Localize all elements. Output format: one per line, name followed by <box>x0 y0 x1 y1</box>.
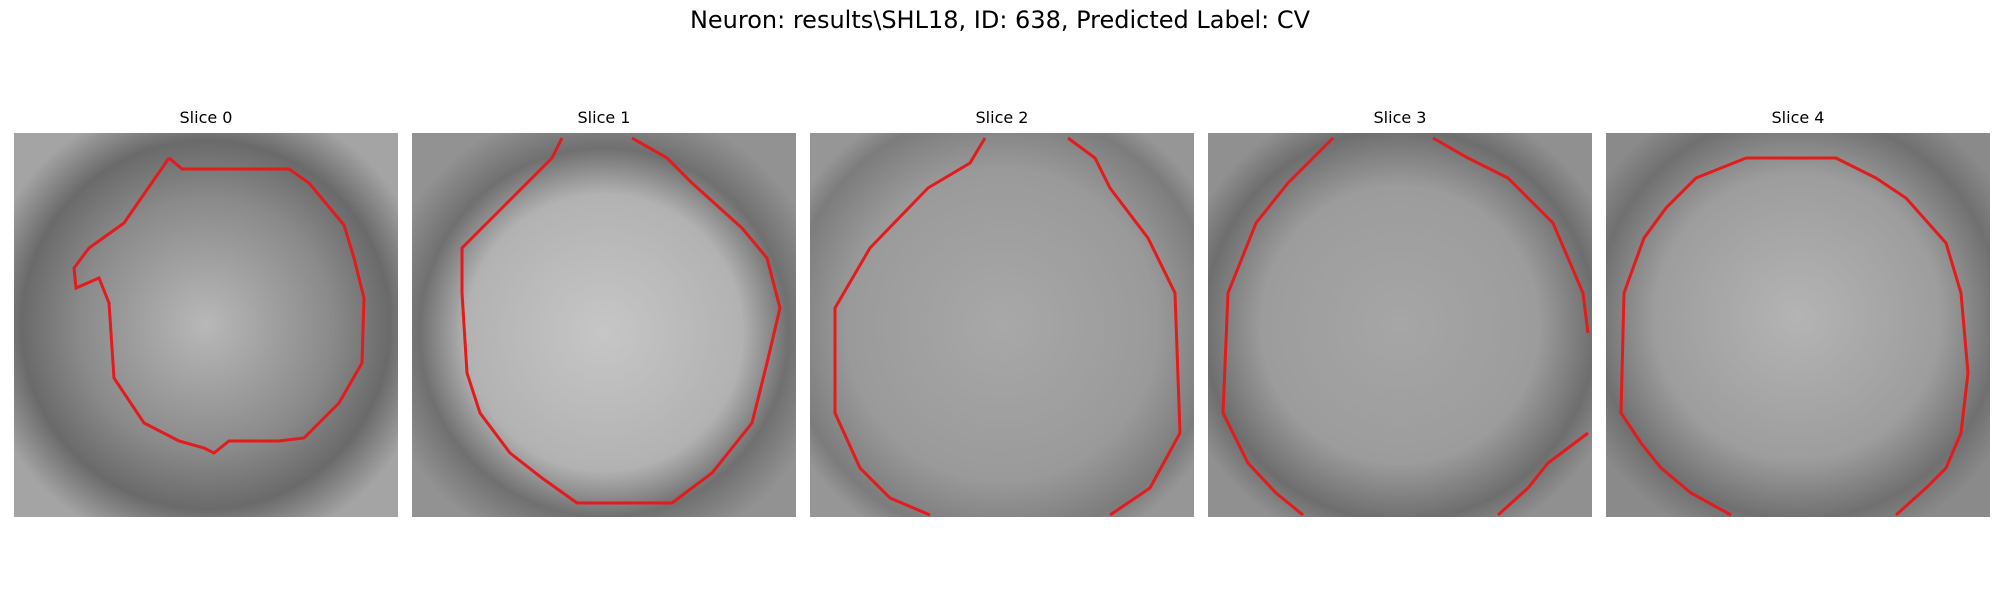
slice-image-4 <box>1606 133 1990 517</box>
figure-title: Neuron: results\SHL18, ID: 638, Predicte… <box>689 6 1311 34</box>
neuron-contour-right <box>1432 136 1590 334</box>
neuron-contour-right <box>1746 156 1970 517</box>
neuron-contour-left <box>1619 156 1747 517</box>
slice-title: Slice 2 <box>975 108 1029 127</box>
slice-image-2 <box>810 133 1194 517</box>
neuron-contour-bottom <box>1496 431 1589 517</box>
slice-panel-3: Slice 3 <box>1208 108 1592 518</box>
neuron-contour-left <box>833 137 987 517</box>
slice-title: Slice 4 <box>1771 108 1825 127</box>
slice-title: Slice 1 <box>577 108 631 127</box>
slice-panel-1: Slice 1 <box>412 108 796 518</box>
slice-title: Slice 0 <box>179 108 233 127</box>
slice-panel-2: Slice 2 <box>810 108 1194 518</box>
slice-image-3 <box>1208 133 1592 517</box>
slice-background <box>412 133 796 517</box>
neuron-contour-right <box>1067 136 1182 517</box>
slice-background <box>810 133 1194 517</box>
slice-background <box>1208 133 1592 517</box>
slice-background <box>14 133 398 517</box>
neuron-contour <box>72 156 366 455</box>
slice-title: Slice 3 <box>1373 108 1427 127</box>
slice-image-1 <box>412 133 796 517</box>
slice-panel-4: Slice 4 <box>1606 108 1990 518</box>
neuron-contour <box>460 136 782 505</box>
neuron-contour-left <box>1221 136 1335 517</box>
slice-panel-0: Slice 0 <box>14 108 398 518</box>
slice-background <box>1606 133 1990 517</box>
slice-image-0 <box>14 133 398 517</box>
